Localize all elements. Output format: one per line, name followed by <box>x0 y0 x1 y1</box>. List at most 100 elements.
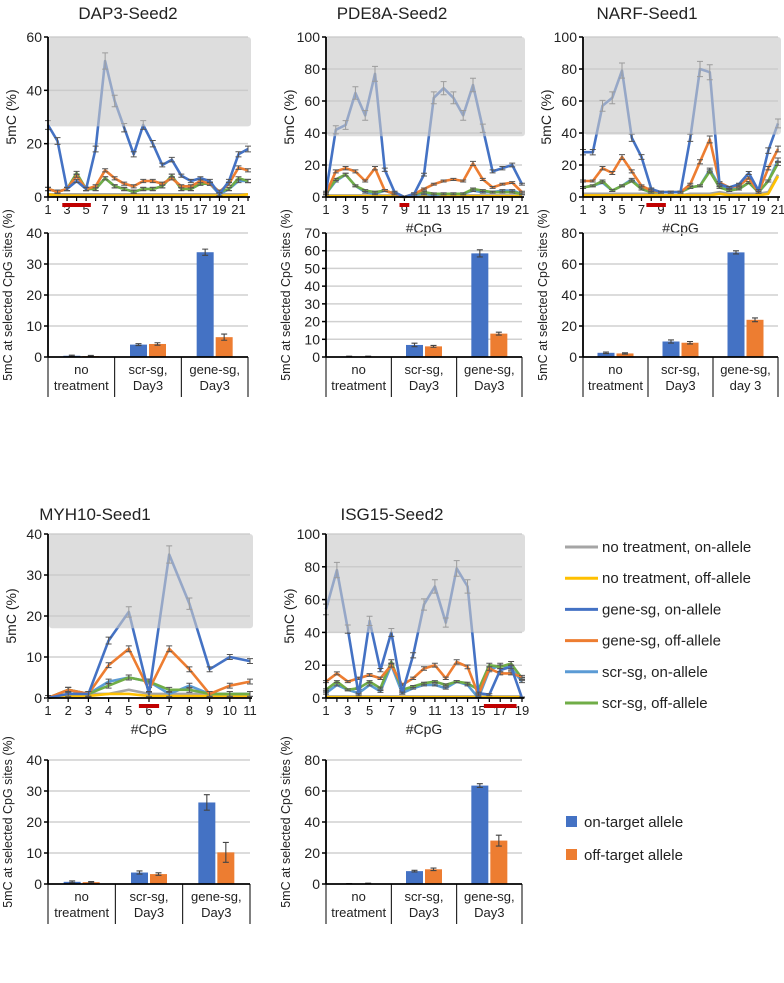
bar-gene-off <box>217 852 235 884</box>
x-tick-label: 9 <box>121 202 128 217</box>
error-bar <box>411 342 418 348</box>
x-tick-label: 19 <box>495 202 509 217</box>
x-category-label: no <box>351 362 365 377</box>
error-bar <box>460 192 467 196</box>
y-tick-label: 20 <box>26 814 42 830</box>
x-tick-label: 3 <box>342 202 349 217</box>
error-bar <box>149 178 156 184</box>
error-bar <box>159 162 166 168</box>
error-bar <box>622 352 628 355</box>
x-category-label: scr-sg, <box>130 889 169 904</box>
error-bar <box>430 344 437 348</box>
error-bar <box>519 182 525 186</box>
x-tick-label: 3 <box>344 703 351 718</box>
bar-gene-off <box>616 353 634 357</box>
error-bar <box>342 165 349 171</box>
x-category-label: treatment <box>331 378 386 393</box>
error-bar <box>450 177 457 181</box>
error-bar <box>460 179 467 183</box>
y-tick-label: 0 <box>312 876 320 892</box>
error-bar <box>697 184 703 188</box>
bar-gene-on <box>131 872 148 884</box>
x-tick-label: 19 <box>515 703 529 718</box>
error-bar <box>221 333 228 341</box>
error-bar <box>519 674 525 679</box>
error-bar <box>206 690 213 697</box>
x-tick-label: 15 <box>174 202 188 217</box>
error-bar <box>235 176 242 181</box>
series-line-no-off <box>583 175 780 197</box>
y-tick-label: 0 <box>34 690 42 706</box>
x-tick-label: 5 <box>362 202 369 217</box>
y-tick-label: 80 <box>304 559 320 575</box>
x-category-label: Day3 <box>199 378 229 393</box>
error-bar <box>508 664 515 670</box>
error-bar <box>464 681 471 685</box>
error-bar <box>765 179 772 183</box>
error-bar <box>509 181 516 185</box>
error-bar <box>495 834 502 847</box>
error-bar <box>599 179 606 183</box>
error-bar <box>352 169 359 174</box>
error-bar <box>486 666 493 671</box>
x-tick-label: 2 <box>65 703 72 718</box>
error-bar <box>102 168 109 173</box>
error-bar <box>745 171 752 175</box>
error-bar <box>410 685 417 689</box>
x-category-label: gene-sg, <box>189 362 240 377</box>
error-bar <box>497 667 504 673</box>
y-tick-label: 30 <box>304 296 320 312</box>
error-bar <box>206 666 213 673</box>
error-bar <box>247 690 253 697</box>
error-bar <box>247 678 253 685</box>
error-bar <box>667 190 674 194</box>
x-tick-label: 21 <box>515 202 529 217</box>
error-bar <box>509 190 516 194</box>
y-tick-label: 20 <box>304 845 320 861</box>
y-tick-label: 20 <box>26 136 42 152</box>
x-category-label: no <box>608 362 622 377</box>
y-tick-label: 40 <box>26 526 42 542</box>
target-cpg-marker <box>399 203 410 207</box>
x-category-label: treatment <box>331 905 386 920</box>
y-tick-label: 10 <box>304 331 320 347</box>
error-bar <box>178 173 185 178</box>
error-bar <box>333 671 340 676</box>
error-bar <box>54 137 61 145</box>
x-tick-label: 5 <box>82 202 89 217</box>
error-bar <box>125 645 132 653</box>
x-category-label: Day3 <box>474 905 504 920</box>
bar-gene-off <box>425 869 442 884</box>
error-bar <box>668 339 674 344</box>
y-tick-label: 20 <box>561 157 577 173</box>
bar-gene-on <box>406 871 423 884</box>
bar-gene-off <box>490 840 508 884</box>
error-bar <box>377 686 384 690</box>
legend-label: on-target allele <box>584 814 683 831</box>
bar-gene-off <box>150 874 167 884</box>
error-bar <box>430 867 437 872</box>
error-bar <box>658 190 664 194</box>
y-tick-label: 60 <box>561 93 577 109</box>
error-bar <box>519 190 525 194</box>
error-bar <box>105 662 112 669</box>
error-bar <box>344 680 351 684</box>
myh10-line-chart: 0 10 20 30 40 5mC (%) MYH10-Seed1 1 2 3 4 5 6 7 8 9 10 11… <box>3 505 257 737</box>
x-category-label: scr-sg, <box>405 362 444 377</box>
x-category-label: Day3 <box>409 905 439 920</box>
x-category-label: scr-sg, <box>129 362 168 377</box>
error-bar <box>470 187 476 191</box>
error-bar <box>362 189 369 193</box>
error-bar <box>73 178 80 184</box>
y-tick-label: 50 <box>304 260 320 276</box>
shaded-region <box>49 37 251 127</box>
error-bar <box>399 691 406 695</box>
isg15-bar-chart: 0 20 40 60 80 5mC at selected CpG sites (%) no… <box>279 736 523 924</box>
x-tick-label: 13 <box>436 202 450 217</box>
error-bar <box>733 250 739 255</box>
error-bar <box>245 178 251 184</box>
error-bar <box>716 185 723 189</box>
x-tick-label: 13 <box>693 202 707 217</box>
x-tick-label: 17 <box>193 202 207 217</box>
